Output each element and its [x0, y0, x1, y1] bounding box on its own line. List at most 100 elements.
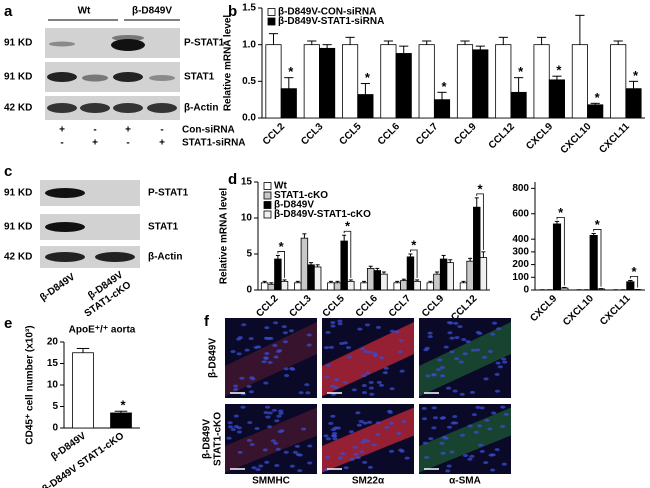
bar: [459, 282, 468, 291]
bar: [342, 44, 359, 119]
nucleus: [397, 350, 404, 354]
bracket: [343, 230, 352, 278]
bar: [439, 258, 448, 291]
bar: [267, 283, 275, 291]
nucleus: [431, 426, 437, 430]
nucleus: [270, 439, 276, 443]
nucleus: [232, 384, 239, 388]
nucleus: [289, 366, 295, 370]
y-tick-label: 5: [52, 401, 58, 412]
micrograph: [419, 404, 511, 474]
nucleus: [306, 333, 312, 337]
nucleus: [477, 424, 483, 428]
nucleus: [273, 441, 279, 445]
column-label: α-SMA: [449, 476, 481, 487]
nucleus: [437, 358, 443, 362]
significance: *: [595, 90, 601, 105]
nucleus: [332, 437, 338, 441]
bracket: [277, 251, 285, 278]
nucleus: [450, 421, 456, 425]
blot-band: [113, 72, 143, 82]
nucleus: [348, 430, 354, 434]
x-tick-label: CXCL11: [597, 121, 632, 156]
nucleus: [481, 355, 488, 359]
nucleus: [325, 363, 332, 367]
nucleus: [399, 449, 405, 453]
treatment-sign: -: [126, 138, 129, 149]
nucleus: [361, 374, 367, 378]
nucleus: [330, 414, 336, 418]
treatment-sign: -: [93, 125, 96, 136]
bracket: [556, 216, 565, 286]
nucleus: [471, 413, 477, 417]
nucleus: [387, 410, 393, 414]
bar: [589, 234, 598, 291]
nucleus: [389, 421, 395, 425]
nucleus: [459, 433, 466, 437]
x-tick-label: CCL6: [354, 293, 381, 320]
nucleus: [375, 421, 381, 425]
legend-swatch: [267, 17, 276, 26]
nucleus: [263, 411, 269, 415]
nucleus: [360, 347, 366, 351]
bar: [473, 206, 481, 291]
bar: [395, 53, 412, 119]
nucleus: [363, 350, 369, 354]
nucleus: [399, 369, 405, 373]
y-tick-label: 300: [512, 247, 529, 258]
blot-band: [47, 72, 77, 82]
y-tick-label: 1.5: [242, 3, 256, 14]
bar: [456, 44, 474, 119]
nucleus: [440, 451, 446, 455]
bar: [380, 44, 397, 119]
significance: *: [595, 217, 601, 232]
y-tick-label: 5: [246, 249, 252, 260]
nucleus: [479, 449, 485, 453]
nucleus: [361, 384, 367, 388]
nucleus: [241, 323, 247, 327]
nucleus: [360, 440, 366, 444]
nucleus: [490, 332, 496, 336]
nucleus: [401, 420, 407, 424]
nucleus: [487, 349, 494, 353]
legend-label: β-D849V-CON-siRNA: [278, 7, 376, 18]
nucleus: [425, 374, 431, 378]
nucleus: [258, 464, 264, 468]
bar: [72, 352, 94, 429]
nucleus: [278, 409, 284, 413]
nucleus: [237, 450, 243, 454]
nucleus: [384, 425, 390, 429]
nucleus: [248, 390, 255, 394]
nucleus: [264, 326, 270, 330]
protein-label: P-STAT1: [148, 188, 189, 199]
stain: [225, 322, 317, 397]
nucleus: [294, 444, 301, 448]
blot-band: [111, 39, 145, 51]
legend-label: STAT1-cKO: [274, 190, 328, 201]
nucleus: [469, 390, 476, 394]
x-tick-label: CXCL9: [528, 293, 559, 324]
nucleus: [328, 421, 334, 425]
significance: *: [441, 79, 447, 94]
bar: [472, 49, 489, 119]
y-tick-label: 0.0: [242, 113, 256, 124]
nucleus: [331, 434, 337, 438]
nucleus: [353, 452, 359, 456]
bar: [333, 282, 342, 291]
nucleus: [443, 436, 449, 440]
nucleus: [267, 411, 273, 415]
nucleus: [276, 414, 282, 418]
size-label: 91 KD: [4, 222, 32, 233]
nucleus: [306, 343, 312, 347]
bar: [260, 282, 269, 291]
nucleus: [491, 321, 498, 325]
nucleus: [447, 331, 453, 335]
nucleus: [357, 327, 363, 331]
bar: [552, 223, 562, 291]
bar: [479, 257, 488, 291]
nucleus: [355, 456, 361, 460]
significance: *: [631, 264, 637, 279]
nucleus: [500, 357, 507, 361]
nucleus: [389, 329, 396, 333]
nucleus: [304, 383, 310, 387]
